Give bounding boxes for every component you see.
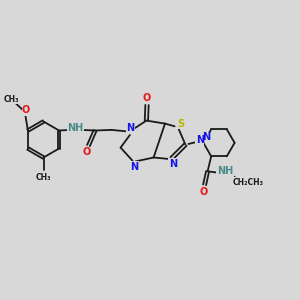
Text: O: O [83, 147, 91, 157]
Text: CH₃: CH₃ [3, 95, 19, 104]
Text: O: O [200, 187, 208, 197]
Text: CH₂CH₃: CH₂CH₃ [233, 178, 264, 187]
Text: O: O [143, 93, 151, 103]
Text: N: N [126, 123, 135, 133]
Text: N: N [130, 162, 138, 172]
Text: N: N [169, 159, 177, 169]
Text: N: N [202, 132, 210, 142]
Text: NH: NH [217, 166, 233, 176]
Text: NH: NH [67, 123, 83, 133]
Text: N: N [196, 135, 204, 146]
Text: O: O [22, 105, 30, 115]
Text: CH₃: CH₃ [36, 172, 51, 182]
Text: S: S [177, 119, 184, 129]
